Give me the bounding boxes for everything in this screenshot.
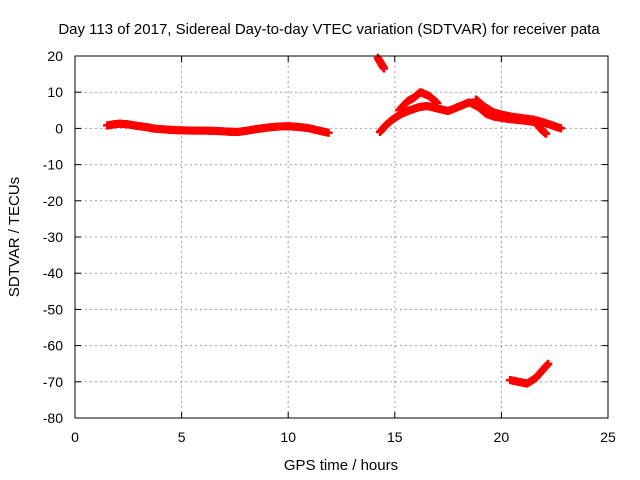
- data-point: [324, 128, 333, 137]
- data-point: [557, 124, 566, 133]
- series-arc-2: [147, 122, 333, 137]
- y-tick-label: 0: [55, 120, 63, 136]
- y-tick-label: -70: [43, 374, 63, 390]
- series-arc-5: [395, 88, 442, 115]
- series-arc-8: [505, 359, 553, 388]
- x-tick-label: 5: [178, 429, 186, 445]
- series-arc-1: [102, 119, 156, 133]
- data-point: [542, 129, 551, 138]
- x-tick-label: 15: [387, 429, 403, 445]
- y-tick-label: -30: [43, 229, 63, 245]
- y-tick-labels: 20 10 0 -10 -20 -30 -40 -50 -60 -70 -80: [43, 48, 63, 426]
- y-tick-label: 10: [47, 84, 63, 100]
- y-axis-label: SDTVAR / TECUs: [6, 177, 23, 297]
- data-point: [433, 99, 442, 108]
- chart-title: Day 113 of 2017, Sidereal Day-to-day VTE…: [58, 21, 600, 38]
- y-tick-label: 20: [47, 48, 63, 64]
- x-tick-label: 10: [280, 429, 296, 445]
- x-tick-labels: 0 5 10 15 20 25: [71, 429, 616, 445]
- plot-area-border: [74, 55, 609, 419]
- y-tick-label: -80: [43, 410, 63, 426]
- y-tick-label: -20: [43, 193, 63, 209]
- grid-lines: [75, 56, 608, 418]
- y-tick-label: -40: [43, 265, 63, 281]
- data-points: [102, 53, 566, 388]
- x-tick-label: 20: [494, 429, 510, 445]
- data-point: [544, 359, 553, 368]
- x-tick-label: 25: [600, 429, 616, 445]
- y-tick-label: -10: [43, 157, 63, 173]
- x-axis-label: GPS time / hours: [284, 457, 398, 474]
- y-tick-label: -50: [43, 301, 63, 317]
- y-tick-label: -60: [43, 338, 63, 354]
- series-arc-7: [529, 115, 551, 138]
- x-tick-label: 0: [71, 429, 79, 445]
- series-arc-6: [471, 95, 566, 133]
- series-arc-3: [373, 53, 389, 73]
- data-point: [380, 64, 389, 73]
